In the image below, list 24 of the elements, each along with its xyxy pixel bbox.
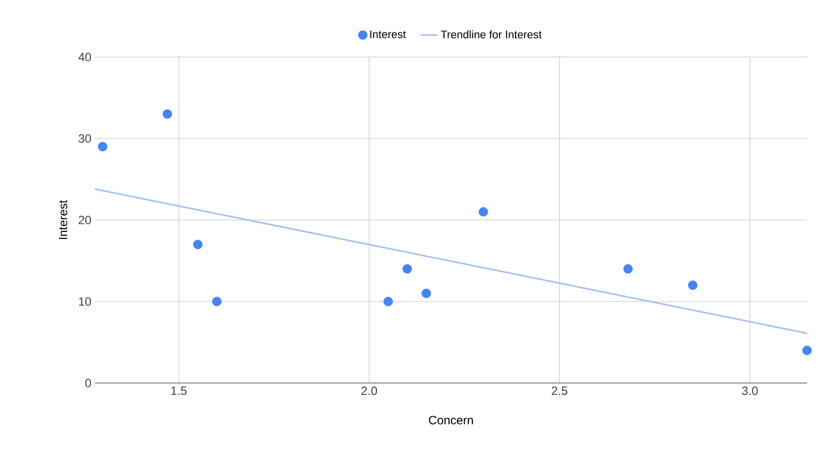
y-tick-label: 10 — [79, 297, 92, 306]
point — [193, 240, 203, 250]
point — [212, 296, 222, 306]
legend-label: Trendline for Interest — [440, 30, 542, 38]
x-tick-label: 1.5 — [171, 386, 187, 395]
x-axis-title: Concern — [428, 416, 473, 424]
y-axis-title: Interest — [58, 200, 68, 239]
legend-label: Interest — [370, 30, 406, 38]
point — [623, 264, 633, 274]
y-tick-label: 0 — [85, 378, 92, 388]
y-tick-label: 30 — [78, 134, 92, 143]
y-tick-label: 40 — [78, 52, 92, 62]
point — [98, 142, 108, 152]
point — [402, 264, 412, 274]
y-tick-label: 20 — [78, 216, 92, 224]
point — [383, 296, 393, 306]
x-tick-label: 2.5 — [552, 386, 568, 396]
point — [422, 288, 431, 298]
point — [688, 280, 698, 290]
point — [162, 109, 172, 119]
x-tick-label: 3.0 — [742, 386, 758, 396]
x-tick-label: 2.0 — [361, 386, 378, 396]
point — [478, 207, 488, 217]
point — [802, 346, 812, 356]
